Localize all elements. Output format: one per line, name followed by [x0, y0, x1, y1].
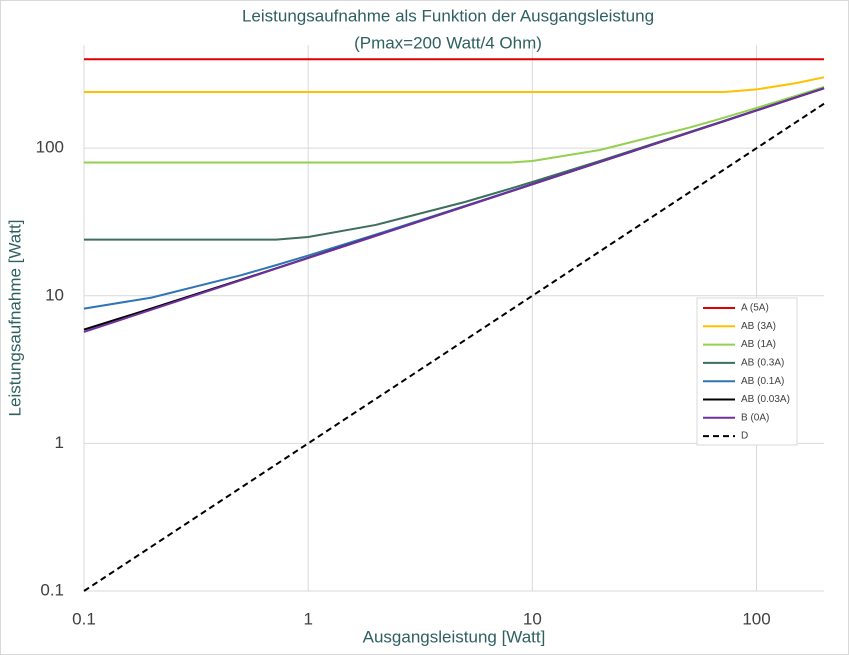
legend-label: A (5A)	[741, 303, 769, 314]
legend-label: D	[741, 431, 748, 442]
legend-label: AB (1A)	[741, 339, 776, 350]
legend-label: B (0A)	[741, 412, 769, 423]
legend-label: AB (0.3A)	[741, 358, 784, 369]
x-tick-label: 1	[303, 609, 312, 628]
y-tick-label: 100	[36, 138, 64, 157]
x-tick-label: 10	[523, 609, 542, 628]
legend-label: AB (3A)	[741, 321, 776, 332]
x-axis-label: Ausgangsleistung [Watt]	[363, 627, 546, 646]
y-tick-label: 10	[45, 285, 64, 304]
series-line	[84, 76, 825, 94]
x-tick-label: 100	[742, 609, 770, 628]
y-tick-label: 1	[55, 433, 64, 452]
legend-label: AB (0.03A)	[741, 394, 790, 405]
x-tick-label: 0.1	[72, 609, 96, 628]
series-line	[84, 86, 825, 164]
y-axis-label: Leistungsaufnahme [Watt]	[5, 220, 24, 417]
series-line	[83, 102, 825, 592]
legend-label: AB (0.1A)	[741, 376, 784, 387]
series-line	[83, 87, 825, 333]
legend-box	[696, 297, 798, 446]
chart-subtitle: (Pmax=200 Watt/4 Ohm)	[354, 33, 542, 52]
y-tick-label: 0.1	[40, 580, 64, 599]
chart-title: Leistungsaufnahme als Funktion der Ausga…	[242, 6, 654, 25]
